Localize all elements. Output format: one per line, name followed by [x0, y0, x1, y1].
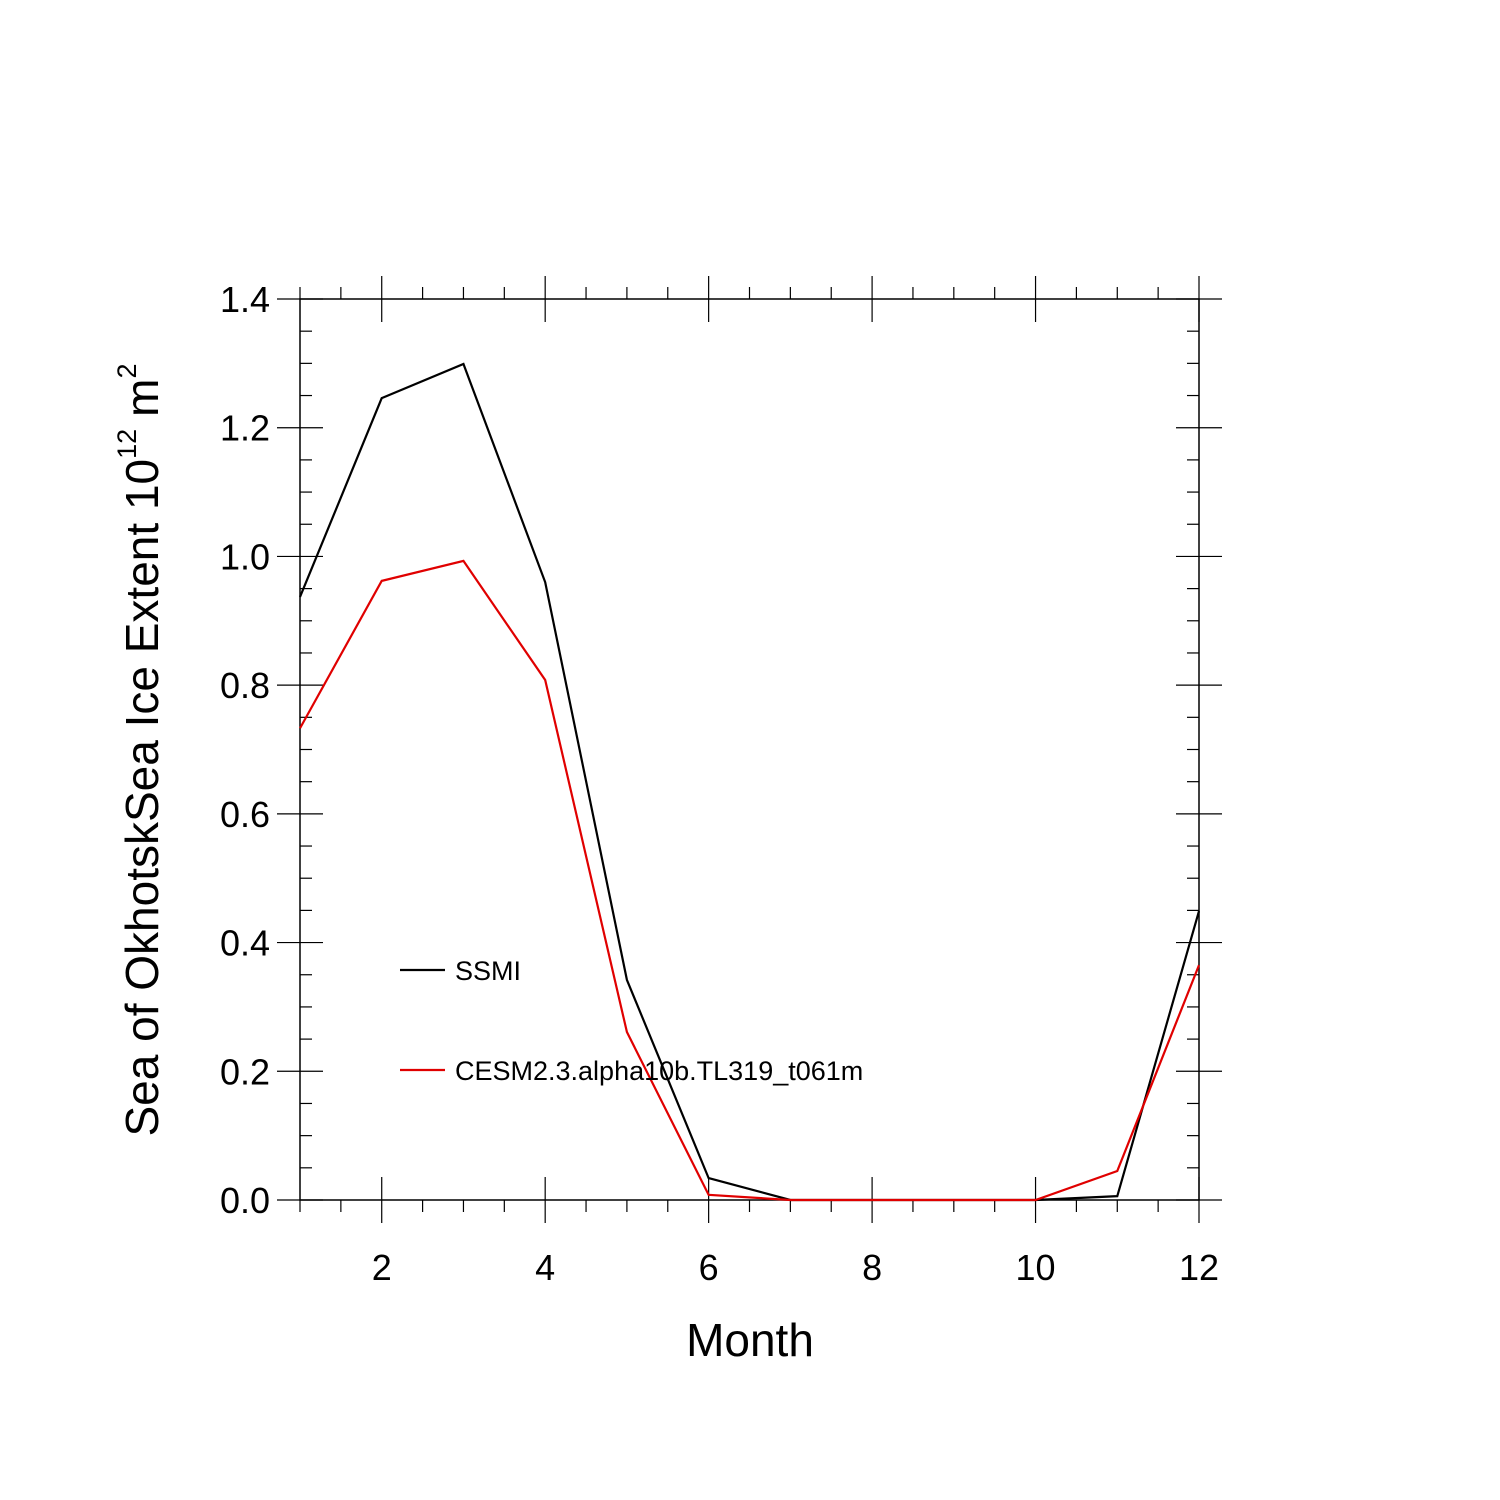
y-tick-label: 1.4: [220, 279, 270, 320]
series-line: [298, 362, 1201, 1202]
x-tick-label: 8: [862, 1247, 882, 1288]
y-tick-label: 1.0: [220, 536, 270, 577]
y-tick-label: 0.4: [220, 923, 270, 964]
y-axis-label-text: Sea of OkhotskSea Ice Extent 10: [116, 459, 168, 1137]
x-tick-label: 10: [1016, 1247, 1056, 1288]
x-tick-label: 4: [535, 1247, 555, 1288]
y-tick-label: 0.6: [220, 794, 270, 835]
y-axis-label-unit: m: [116, 379, 168, 417]
y-tick-label: 1.2: [220, 408, 270, 449]
legend-label: SSMI: [455, 956, 521, 986]
y-axis-label-unit-exponent: 2: [112, 363, 142, 378]
y-tick-label: 0.2: [220, 1051, 270, 1092]
x-tick-label: 12: [1179, 1247, 1219, 1288]
y-axis-label: Sea of OkhotskSea Ice Extent 1012 m2: [112, 363, 168, 1136]
x-tick-label: 6: [699, 1247, 719, 1288]
series-line: [299, 559, 1201, 1202]
legend-label: CESM2.3.alpha10b.TL319_t061m: [455, 1056, 863, 1086]
x-axis-label: Month: [686, 1314, 814, 1366]
y-tick-label: 0.0: [220, 1180, 270, 1221]
y-tick-label: 0.8: [220, 665, 270, 706]
x-tick-label: 2: [372, 1247, 392, 1288]
y-axis-label-exponent: 12: [112, 429, 142, 459]
